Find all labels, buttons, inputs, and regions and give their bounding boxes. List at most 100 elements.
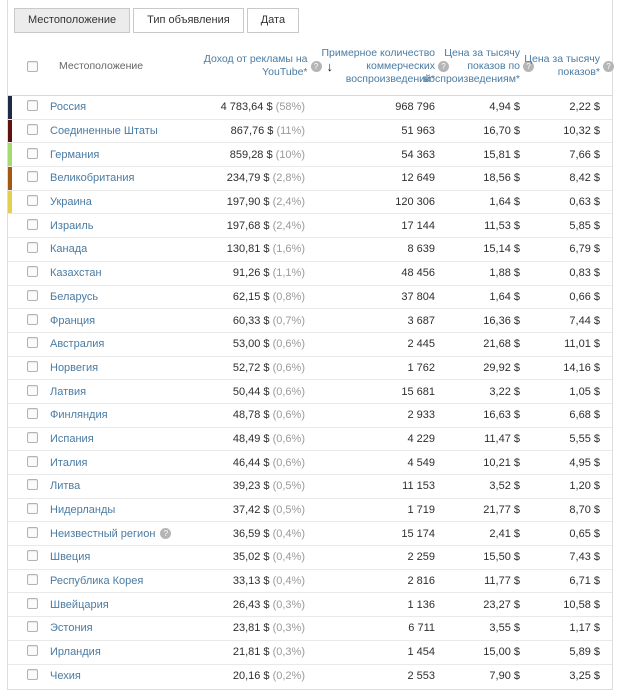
help-icon[interactable]: ?	[523, 60, 534, 72]
revenue-share: (2,4%)	[272, 196, 305, 209]
header-cell-cpm-plays[interactable]: Цена за тысячу показов по воспроизведени…	[424, 47, 534, 86]
row-cell-cpm: 4,95 $	[569, 456, 600, 469]
row-checkbox[interactable]	[27, 195, 38, 207]
row-checkbox[interactable]	[27, 289, 38, 301]
revenue-share: (0,6%)	[272, 432, 305, 445]
revenue-share: (0,8%)	[272, 290, 305, 303]
row-checkbox[interactable]	[27, 171, 38, 183]
location-link[interactable]: Швейцария	[50, 598, 109, 611]
row-checkbox[interactable]	[27, 526, 38, 538]
header-cell-cpm[interactable]: Цена за тысячу показов* ?	[520, 53, 620, 79]
row-cell-cpm-plays: 3,55 $	[489, 622, 520, 635]
location-link[interactable]: Испания	[50, 432, 94, 445]
row-cell-location: Латвия	[50, 386, 195, 398]
location-link[interactable]: Соединенные Штаты	[50, 125, 158, 138]
location-link[interactable]: Норвегия	[50, 361, 99, 374]
table-row: Нидерланды 37,42 $ (0,5%) 1 719 21,77 $ 8,70…	[8, 499, 612, 523]
location-link[interactable]: Великобритания	[50, 172, 135, 185]
table-row: Литва 39,23 $ (0,5%) 11 153 3,52 $ 1,20 $	[8, 475, 612, 499]
row-checkbox[interactable]	[27, 621, 38, 633]
column-label-cpm: Цена за тысячу показов*	[524, 53, 600, 78]
location-link[interactable]: Беларусь	[50, 290, 99, 303]
location-link[interactable]: Украина	[50, 196, 92, 209]
location-link[interactable]: Италия	[50, 456, 88, 469]
location-link[interactable]: Финляндия	[50, 409, 108, 422]
tab-inactive[interactable]: Дата	[246, 8, 300, 33]
row-checkbox[interactable]	[27, 408, 38, 420]
row-checkbox[interactable]	[27, 100, 38, 112]
row-checkbox[interactable]	[27, 337, 38, 349]
revenue-share: (1,6%)	[272, 243, 305, 256]
row-cell-cpm: 0,63 $	[569, 196, 600, 209]
revenue-share: (0,4%)	[272, 551, 305, 564]
table-row: Израиль 197,68 $ (2,4%) 17 144 11,53 $ 5,85 …	[8, 214, 612, 239]
row-cell-revenue: 20,16 $ (0,2%)	[232, 670, 305, 683]
row-cell-location: Франция	[50, 315, 195, 327]
sort-down-icon[interactable]: ↓	[326, 58, 334, 74]
location-link[interactable]: Россия	[50, 101, 87, 114]
row-checkbox[interactable]	[27, 574, 38, 586]
series-color-bar	[8, 167, 12, 190]
location-link[interactable]: Швеция	[50, 551, 91, 564]
row-checkbox[interactable]	[27, 360, 38, 372]
header-cell-revenue[interactable]: Доход от рекламы на YouTube* ? ↓	[195, 53, 333, 79]
row-cell-location: Италия	[50, 457, 195, 469]
row-cell-cpm: 6,71 $	[569, 575, 600, 588]
row-checkbox[interactable]	[27, 550, 38, 562]
row-cell-cpm: 5,89 $	[569, 646, 600, 659]
table-row: Норвегия 52,72 $ (0,6%) 1 762 29,92 $ 14,16 …	[8, 357, 612, 381]
row-cell-revenue: 197,90 $ (2,4%)	[226, 196, 305, 209]
table-row: Неизвестный регион? 36,59 $ (0,4%) 15 174 2…	[8, 522, 612, 547]
location-link[interactable]: Германия	[50, 148, 100, 161]
location-link[interactable]: Казахстан	[50, 267, 102, 280]
row-cell-location: Литва	[50, 480, 195, 492]
location-link[interactable]: Республика Корея	[50, 575, 144, 588]
row-checkbox[interactable]	[27, 384, 38, 396]
header-cell-plays[interactable]: Примерное количество коммерческих воспро…	[305, 47, 449, 86]
row-cell-cpm-plays: 15,00 $	[483, 646, 520, 659]
help-icon[interactable]: ?	[160, 528, 172, 540]
revenue-share: (0,3%)	[272, 598, 305, 611]
row-checkbox[interactable]	[27, 503, 38, 515]
row-checkbox[interactable]	[27, 479, 38, 491]
location-link[interactable]: Неизвестный регион	[50, 527, 156, 540]
tab-inactive[interactable]: Тип объявления	[133, 8, 244, 33]
row-checkbox[interactable]	[27, 242, 38, 254]
location-link[interactable]: Франция	[50, 314, 96, 327]
row-checkbox[interactable]	[27, 147, 38, 159]
row-cell-checkbox	[8, 597, 50, 612]
location-link[interactable]: Ирландия	[50, 646, 101, 659]
header-cell-location[interactable]: Местоположение	[50, 60, 195, 73]
row-cell-checkbox	[8, 147, 50, 162]
row-cell-location: Австралия	[50, 338, 195, 350]
location-link[interactable]: Израиль	[50, 219, 94, 232]
row-checkbox[interactable]	[27, 266, 38, 278]
row-checkbox[interactable]	[27, 313, 38, 325]
location-link[interactable]: Канада	[50, 243, 88, 256]
location-link[interactable]: Австралия	[50, 338, 105, 351]
select-all-checkbox[interactable]	[27, 60, 38, 72]
row-cell-plays: 2 816	[407, 575, 435, 588]
help-icon[interactable]: ?	[603, 60, 614, 72]
row-checkbox[interactable]	[27, 597, 38, 609]
row-checkbox[interactable]	[27, 124, 38, 136]
row-cell-cpm: 10,32 $	[563, 125, 600, 138]
row-cell-cpm: 0,83 $	[569, 267, 600, 280]
location-link[interactable]: Эстония	[50, 622, 93, 635]
location-link[interactable]: Чехия	[50, 670, 81, 683]
help-icon[interactable]: ?	[438, 60, 449, 72]
location-link[interactable]: Латвия	[50, 385, 87, 398]
row-checkbox[interactable]	[27, 455, 38, 467]
revenue-share: (10%)	[275, 148, 305, 161]
help-icon[interactable]: ?	[310, 60, 322, 72]
row-cell-location: Беларусь	[50, 291, 195, 303]
row-checkbox[interactable]	[27, 431, 38, 443]
row-checkbox[interactable]	[27, 669, 38, 681]
location-link[interactable]: Нидерланды	[50, 504, 116, 517]
tab-active[interactable]: Местоположение	[14, 8, 131, 33]
row-checkbox[interactable]	[27, 645, 38, 657]
row-cell-cpm: 8,42 $	[569, 172, 600, 185]
row-checkbox[interactable]	[27, 218, 38, 230]
row-cell-plays: 4 549	[407, 456, 435, 469]
location-link[interactable]: Литва	[50, 480, 81, 493]
